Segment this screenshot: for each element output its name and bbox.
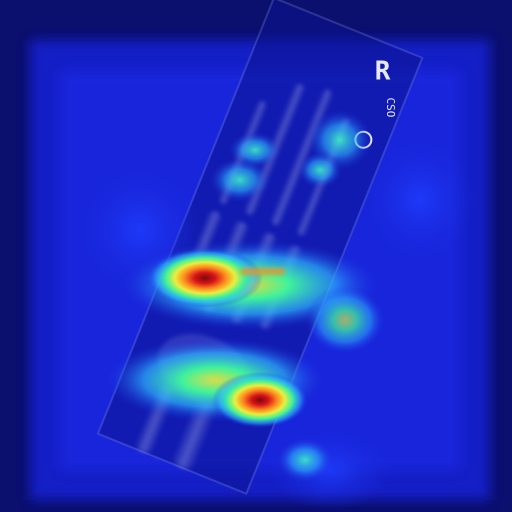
heat-blob-finger-mid	[298, 152, 342, 188]
heat-blob-bottom-cyan	[277, 438, 333, 482]
heat-streak	[240, 268, 285, 275]
heat-hotspot-secondary	[212, 372, 308, 428]
heat-blob-faint-right	[365, 140, 475, 260]
heat-hotspot-primary	[147, 248, 263, 308]
heat-blob-upper-left	[210, 158, 270, 202]
xray-marker-cso: CSO	[384, 97, 397, 117]
attention-heatmap	[80, 110, 475, 510]
xray-marker-r: R	[375, 57, 391, 87]
heat-blob-right-cyan	[305, 286, 385, 354]
